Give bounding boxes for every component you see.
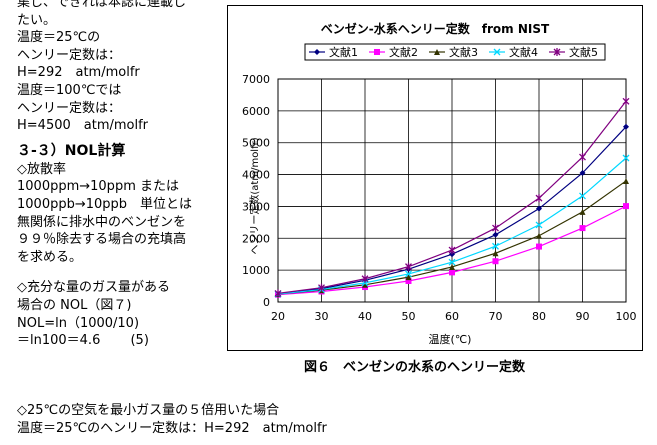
y-tick-label: 0 (263, 296, 270, 309)
legend-marker (553, 48, 561, 56)
x-tick-label: 100 (616, 310, 637, 323)
x-tick-label: 70 (489, 310, 503, 323)
text-line: ヘンリー定数は： (17, 47, 122, 63)
x-tick-label: 30 (315, 310, 329, 323)
y-tick-label: 3000 (242, 200, 270, 213)
left-text-column: 集し、できれば本誌に連載し たい。 温度＝25℃の ヘンリー定数は： H=292… (17, 0, 217, 350)
legend-marker (434, 49, 440, 55)
data-point-series-2 (405, 277, 412, 284)
data-point-series-1 (536, 205, 542, 212)
x-axis-label: 温度(℃) (429, 332, 472, 346)
data-point-series-5 (318, 283, 325, 292)
chart-legend: 文献1 文献2 文献3 文献4 文献5 (304, 43, 606, 61)
data-point-series-5 (579, 153, 586, 162)
x-tick-label: 20 (271, 310, 285, 323)
henry-constant-chart: ベンゼン-水系ヘンリー定数 from NIST 文献1 文献2 文献3 文献4 文献5 … (242, 21, 637, 346)
data-point-series-3 (405, 274, 412, 281)
data-point-series-3 (536, 232, 542, 239)
data-point-series-4 (492, 242, 499, 250)
data-point-series-1 (579, 169, 586, 176)
data-point-series-5 (361, 274, 369, 283)
text-line: 1000ppm→10ppm または (17, 179, 179, 195)
y-tick-label: 5000 (242, 137, 270, 150)
text-line: 温度＝25℃の (17, 30, 101, 46)
text-line: 温度＝100℃では (17, 82, 122, 98)
bottom-text: ◇25℃の空気を最小ガス量の５倍用いた場合 温度＝25℃のヘンリー定数は：H=2… (17, 402, 327, 438)
data-point-series-4 (622, 154, 630, 162)
data-point-series-4 (535, 221, 543, 229)
data-point-series-5 (274, 289, 282, 298)
text-line: NOL=ln（1000/10) (17, 315, 140, 331)
text-line: 場合の NOL（図７) (17, 297, 132, 313)
y-tick-label: 4000 (242, 169, 270, 182)
data-point-series-3 (579, 208, 586, 215)
data-point-series-4 (405, 270, 412, 278)
section-heading: ３-３）NOL計算 (17, 142, 126, 159)
text-line: を求める。 (17, 249, 83, 265)
figure-caption: 図６ ベンゼンの水系のヘンリー定数 (304, 360, 526, 375)
data-point-series-3 (362, 281, 368, 288)
text-line: ◇25℃の空気を最小ガス量の５倍用いた場合 (17, 403, 280, 418)
legend-marker (493, 48, 501, 56)
data-point-series-5 (535, 194, 543, 203)
legend-box (304, 43, 606, 61)
text-line: ９９％除去する場合の充填高 (17, 232, 187, 248)
data-point-series-1 (492, 231, 499, 238)
x-tick-label: 80 (532, 310, 546, 323)
data-point-series-5 (448, 246, 456, 255)
y-tick-label: 7000 (242, 73, 270, 86)
plot-area: 20 30 40 50 60 70 80 90 100010002000300040005000… (242, 73, 637, 323)
text-line: ◇放散率 (17, 161, 66, 177)
x-tick-label: 90 (576, 310, 590, 323)
data-point-series-1 (623, 123, 629, 130)
legend-label: 文献5 (569, 45, 598, 59)
plot-border (277, 78, 627, 303)
data-point-series-2 (492, 258, 499, 265)
x-tick-label: 50 (402, 310, 416, 323)
y-tick-label: 2000 (242, 232, 270, 245)
legend-label: 文献2 (389, 45, 418, 59)
data-point-series-5 (492, 224, 499, 233)
legend-label: 文献3 (449, 45, 478, 59)
data-point-series-3 (449, 263, 455, 270)
data-point-series-1 (449, 251, 455, 258)
text-line: 温度＝25℃のヘンリー定数は：H=292 atm/molfr (17, 421, 327, 436)
y-tick-label: 6000 (242, 105, 270, 118)
data-point-series-2 (579, 225, 586, 232)
legend-marker (314, 49, 320, 55)
text-line: 1000ppb→10ppb 単位とは (17, 196, 193, 212)
y-tick-label: 1000 (242, 264, 270, 277)
data-point-series-5 (405, 262, 412, 271)
data-point-series-2 (449, 269, 455, 276)
text-line: 集し、できれば本誌に連載し (17, 0, 187, 10)
x-tick-label: 60 (445, 310, 459, 323)
text-line: H=292 atm/molfr (17, 65, 140, 81)
x-tick-label: 40 (358, 310, 372, 323)
text-line: ヘンリー定数は： (17, 100, 122, 116)
data-point-series-4 (448, 258, 456, 266)
legend-marker (374, 49, 380, 55)
legend-label: 文献1 (329, 45, 358, 59)
data-point-series-4 (579, 192, 586, 200)
data-point-series-5 (622, 97, 630, 106)
y-axis-label: ヘンリー定数(atm/molfr) (248, 137, 261, 254)
chart-container: ベンゼン-水系ヘンリー定数 from NIST 文献1 文献2 文献3 文献4 文献5 … (227, 5, 643, 351)
data-point-series-3 (492, 250, 499, 257)
data-point-series-2 (623, 203, 629, 210)
data-point-series-3 (623, 177, 629, 184)
text-line: ＝ln100＝4.6 (5) (17, 333, 149, 349)
text-line: 無関係に排水中のベンゼンを (17, 214, 187, 230)
data-point-series-2 (536, 243, 542, 250)
chart-title: ベンゼン-水系ヘンリー定数 from NIST (321, 21, 550, 36)
text-line: ◇充分な量のガス量がある (17, 280, 170, 296)
legend-label: 文献4 (509, 45, 538, 59)
text-line: H=4500 atm/molfr (17, 118, 149, 134)
text-line: たい。 (17, 12, 57, 28)
